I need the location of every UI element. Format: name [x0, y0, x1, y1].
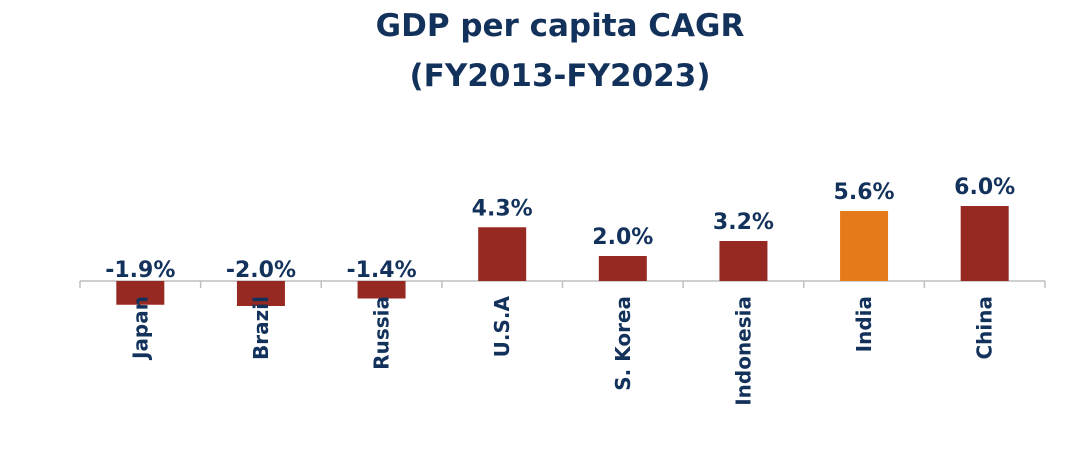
x-tick-label: Brazil [249, 296, 273, 360]
chart-title: (FY2013-FY2023) [409, 58, 710, 94]
value-label: 5.6% [834, 180, 895, 205]
value-label: -2.0% [226, 258, 296, 283]
x-tick-label: India [852, 296, 876, 352]
bar [236, 281, 285, 306]
x-tick-label: S. Korea [611, 296, 635, 391]
x-tick-label: Indonesia [731, 296, 755, 406]
chart-title: GDP per capita CAGR [376, 8, 745, 44]
bar [719, 241, 768, 281]
x-tick-label: China [973, 296, 997, 360]
value-label: 6.0% [954, 175, 1015, 200]
x-tick-label: U.S.A [490, 295, 514, 357]
value-label: -1.4% [346, 258, 416, 283]
x-tick-label: Japan [128, 296, 152, 361]
bar [478, 227, 527, 281]
value-label: -1.9% [105, 258, 175, 283]
bar [357, 281, 406, 299]
bar [116, 281, 165, 305]
value-label: 2.0% [592, 225, 653, 250]
x-tick-label: Russia [370, 296, 394, 370]
value-label: 4.3% [472, 196, 533, 221]
bar [598, 256, 647, 281]
value-label: 3.2% [713, 210, 774, 235]
bar [960, 206, 1009, 281]
bar [840, 211, 889, 281]
